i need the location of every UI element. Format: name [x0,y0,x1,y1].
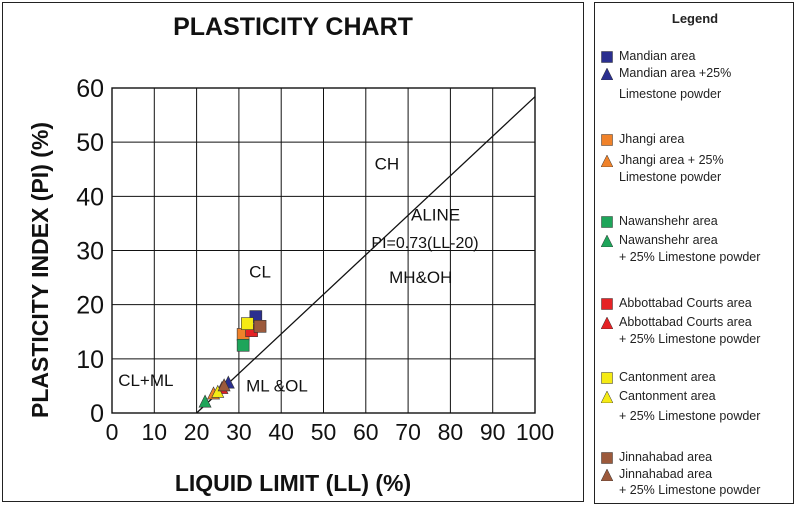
y-tick-label: 10 [76,346,104,374]
legend-label: Abbottabad Courts area [619,296,752,310]
y-tick-label: 60 [76,75,104,103]
a-line [196,96,536,414]
x-tick-label: 100 [516,419,554,445]
triangle-marker-icon [601,68,613,80]
y-tick-label: 50 [76,129,104,157]
data-point-triangle [211,384,225,398]
triangle-marker-icon [601,469,613,481]
triangle-marker-icon [601,155,613,167]
square-marker-icon [601,452,613,464]
square-marker-icon [601,372,613,384]
legend-title: Legend [671,11,719,26]
legend-group-jhangi: Jhangi area Jhangi area + 25% Limestone … [601,131,791,186]
x-tick-label: 80 [438,419,464,445]
region-label: ML &OL [246,376,308,395]
data-point-square [253,320,267,333]
triangle-marker-icon [601,235,613,247]
x-tick-label: 30 [226,419,252,445]
square-marker-icon [601,134,613,146]
x-tick-label: 20 [184,419,210,445]
region-label: CH [375,154,400,173]
x-axis-label: LIQUID LIMIT (LL) (%) [175,470,411,496]
legend-label: Jinnahabad area [619,450,713,464]
legend-group-jinnahabad: Jinnahabad area Jinnahabad area + 25% Li… [601,449,791,497]
x-tick-label: 0 [106,419,119,445]
x-tick-label: 60 [353,419,379,445]
chart-panel [2,2,584,502]
y-tick-label: 0 [90,400,104,428]
legend-group-cantonment: Cantonment area Cantonment area + 25% Li… [601,369,791,425]
x-tick-label: 90 [480,419,506,445]
data-point-triangle [198,394,212,408]
legend-label: Nawanshehr area [619,214,718,228]
legend-label: Jhangi area [619,132,685,146]
y-tick-label: 40 [76,183,104,211]
legend-group-abbottabad: Abbottabad Courts area Abbottabad Courts… [601,295,791,348]
legend-label: + 25% Limestone powder [619,409,761,423]
data-point-triangle [217,378,231,392]
square-marker-icon [601,298,613,310]
region-label: MH&OH [389,268,452,287]
legend-label: Jinnahabad area [619,467,713,481]
square-marker-icon [601,51,613,63]
a-line-equation: PI=0.73(LL-20) [371,235,478,252]
y-axis-label: PLASTICITY INDEX (PI) (%) [27,122,53,418]
plot-frame [111,87,536,414]
legend-label: Mandian area [619,49,696,63]
data-point-square [241,317,254,330]
x-tick-label: 10 [142,419,168,445]
y-tick-label: 20 [76,292,104,320]
x-tick-label: 50 [311,419,337,445]
legend-group-mandian: Mandian area Mandian area +25% Limestone… [601,48,791,103]
legend-label: Jhangi area + 25% [619,153,724,167]
legend-label: + 25% Limestone powder [619,332,761,346]
legend-label: Cantonment area [619,389,716,403]
region-label: CL [249,263,271,282]
legend-label: Nawanshehr area [619,233,718,247]
data-point-square [236,338,250,352]
legend-panel: Legend Mandian area Mandian area +25% Li… [594,2,794,504]
a-line-name: ALINE [411,206,460,225]
region-label: CL+ML [118,371,173,390]
square-marker-icon [601,216,613,228]
legend-label: Limestone powder [619,170,722,184]
x-tick-label: 40 [268,419,294,445]
legend-label: Abbottabad Courts area [619,315,752,329]
legend-group-nawanshehr: Nawanshehr area Nawanshehr area + 25% Li… [601,213,791,266]
legend-label: + 25% Limestone powder [619,250,761,264]
triangle-marker-icon [601,317,613,329]
legend-label: Limestone powder [619,87,722,101]
chart-title: PLASTICITY CHART [173,13,413,41]
legend-label: + 25% Limestone powder [619,483,761,497]
legend-label: Mandian area +25% [619,66,732,80]
legend-label: Cantonment area [619,370,716,384]
x-tick-label: 70 [395,419,421,445]
triangle-marker-icon [601,391,613,403]
y-tick-label: 30 [76,238,104,266]
